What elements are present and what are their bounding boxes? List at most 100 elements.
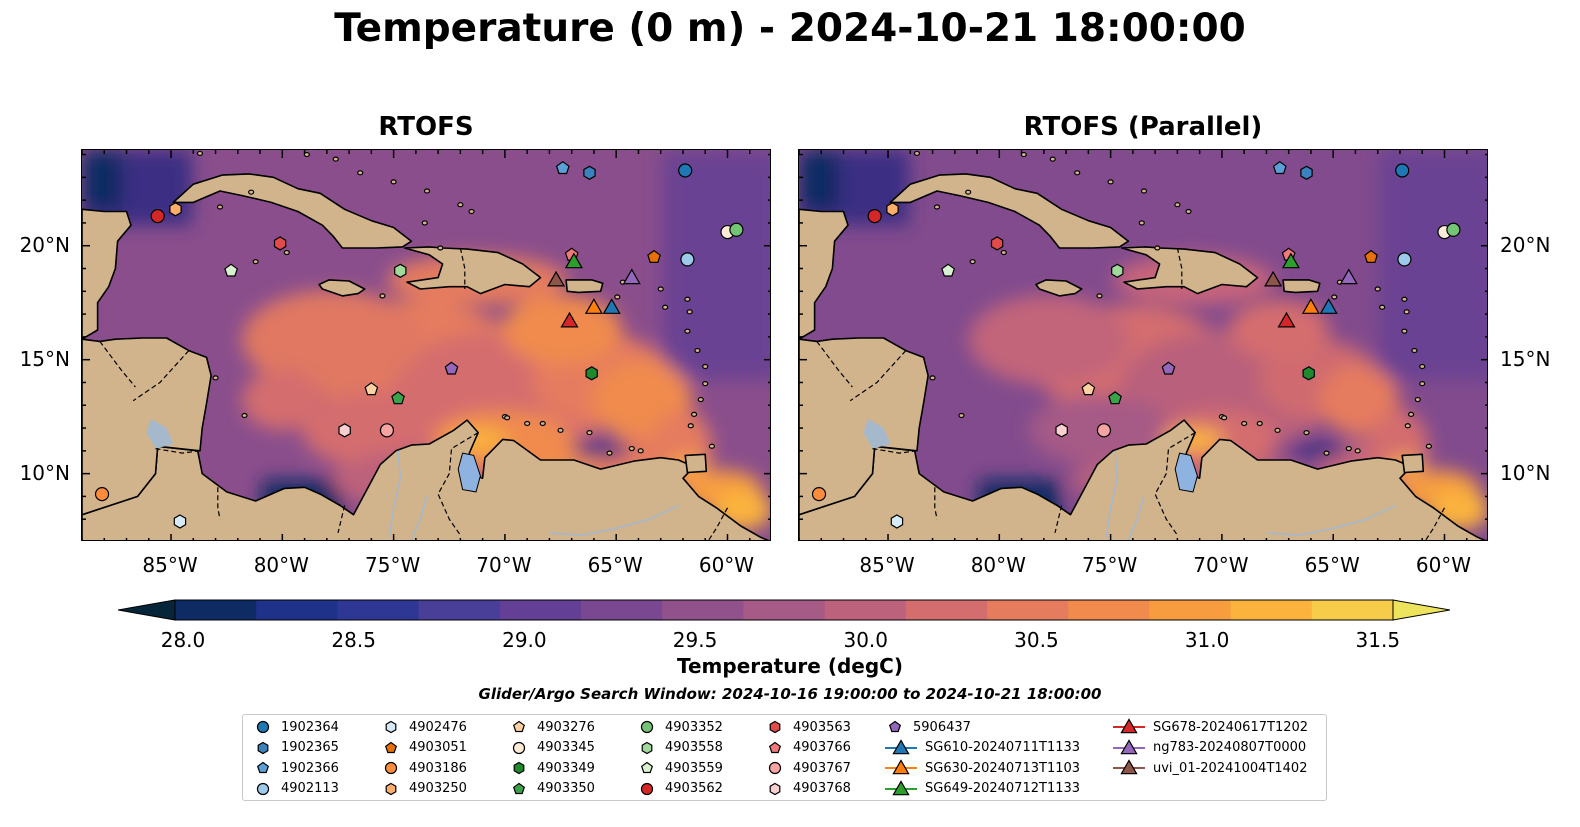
legend-item: 1902364 <box>253 717 339 737</box>
marker-4903352[interactable] <box>729 222 744 237</box>
land-puertoRico <box>1282 279 1321 294</box>
marker-4903767[interactable] <box>1096 423 1112 438</box>
country-border <box>132 350 190 402</box>
legend-label: 4903349 <box>537 760 595 776</box>
marker-1902366[interactable] <box>555 160 570 175</box>
marker-4903350[interactable] <box>1108 391 1122 405</box>
marker-SG610-20240711T1133[interactable] <box>1319 298 1338 314</box>
marker-4903250[interactable] <box>886 202 899 217</box>
lake-maracaibo <box>457 452 481 493</box>
map-svg-0 <box>82 150 770 540</box>
legend-label: 4902113 <box>281 781 339 796</box>
legend-label: SG610-20240711T1133 <box>925 740 1081 755</box>
marker-SG610-20240711T1133[interactable] <box>602 298 621 314</box>
marker-SG649-20240712T1133[interactable] <box>1281 252 1300 269</box>
country-border <box>217 487 221 520</box>
map-panel-left[interactable] <box>81 149 771 541</box>
marker-4903350[interactable] <box>391 391 405 405</box>
land-jamaica <box>318 279 366 297</box>
marker-uvi_01-20241004T1402[interactable] <box>1264 270 1283 287</box>
triangle-line-marker-icon <box>885 759 917 775</box>
map-panel-right[interactable] <box>798 149 1488 541</box>
marker-4903349[interactable] <box>585 366 598 381</box>
map-svg-1 <box>799 150 1487 540</box>
legend-label: 1902366 <box>281 760 339 776</box>
hexagon-marker-icon <box>769 720 781 734</box>
marker-4903767[interactable] <box>379 423 395 438</box>
marker-4903558[interactable] <box>1111 263 1124 278</box>
marker-SG630-20240713T1103[interactable] <box>584 298 603 314</box>
legend-item: uvi_01-20241004T1402 <box>1113 758 1307 778</box>
marker-SG678-20240617T1202[interactable] <box>1277 311 1296 328</box>
marker-4903562[interactable] <box>867 208 882 224</box>
triangle-line-marker-icon <box>1113 759 1145 775</box>
marker-4903558[interactable] <box>394 263 407 278</box>
marker-4903559[interactable] <box>941 263 956 277</box>
marker-ng783-20240807T0000[interactable] <box>622 268 641 285</box>
legend-item: 4903350 <box>509 779 595 799</box>
marker-uvi_01-20241004T1402[interactable] <box>547 270 566 287</box>
river <box>388 450 402 538</box>
colorbar-segment <box>337 600 420 620</box>
marker-5906437[interactable] <box>1161 361 1176 375</box>
marker-4903051[interactable] <box>647 249 661 264</box>
marker-4903186[interactable] <box>811 487 827 502</box>
legend-item: 4903352 <box>637 717 723 737</box>
legend-item: 4903250 <box>381 779 467 799</box>
marker-5906437[interactable] <box>444 361 459 375</box>
marker-4903563[interactable] <box>273 236 287 251</box>
marker-SG630-20240713T1103[interactable] <box>1301 298 1320 314</box>
lon-tick-label: 60°W <box>1415 553 1472 577</box>
marker-4903768[interactable] <box>338 423 351 438</box>
marker-4903563[interactable] <box>990 236 1004 251</box>
hexagon-marker-icon <box>513 761 525 775</box>
colorbar-tick-label: 30.5 <box>1014 628 1059 652</box>
marker-1902364[interactable] <box>1395 163 1410 178</box>
marker-4903768[interactable] <box>1055 423 1068 438</box>
marker-4903559[interactable] <box>224 263 239 277</box>
marker-4902476[interactable] <box>173 514 187 529</box>
marker-4903276[interactable] <box>1081 382 1096 396</box>
land-trinidad <box>684 453 708 474</box>
marker-1902365[interactable] <box>1300 165 1313 180</box>
legend-label: 4903352 <box>665 719 723 735</box>
marker-4903186[interactable] <box>94 487 110 502</box>
lat-tick-label: 10°N <box>19 460 70 485</box>
country-border <box>934 487 938 520</box>
land-centralAmerica <box>799 337 929 516</box>
marker-ng783-20240807T0000[interactable] <box>1339 268 1358 285</box>
marker-4903562[interactable] <box>150 208 165 224</box>
marker-4902113[interactable] <box>680 252 695 267</box>
legend-label: SG678-20240617T1202 <box>1153 719 1309 735</box>
circle-marker-icon <box>640 782 654 795</box>
circle-marker-icon <box>384 761 398 775</box>
land-hispaniola <box>403 246 542 295</box>
marker-4903276[interactable] <box>364 382 379 396</box>
marker-SG649-20240712T1133[interactable] <box>564 252 583 269</box>
marker-1902366[interactable] <box>1272 160 1287 175</box>
legend-item: 4903562 <box>637 779 723 799</box>
marker-4903250[interactable] <box>169 202 182 217</box>
river <box>1105 450 1119 538</box>
marker-4903051[interactable] <box>1364 249 1378 264</box>
river <box>1127 496 1145 540</box>
circle-marker-icon <box>256 720 270 734</box>
marker-1902365[interactable] <box>583 165 596 180</box>
legend-label: 4903276 <box>537 719 595 735</box>
pentagon-marker-icon <box>384 741 398 753</box>
legend-label: 4903563 <box>793 719 851 735</box>
lake-nicaragua <box>146 418 174 449</box>
marker-4903352[interactable] <box>1446 222 1461 237</box>
lon-tick-label: 80°W <box>970 553 1026 577</box>
marker-1902364[interactable] <box>678 163 693 178</box>
marker-4902113[interactable] <box>1397 252 1412 267</box>
legend-label: 4903558 <box>665 740 723 755</box>
marker-4903349[interactable] <box>1302 366 1315 381</box>
colorbar <box>117 598 1451 622</box>
country-border <box>155 448 201 454</box>
marker-4902476[interactable] <box>890 514 904 529</box>
marker-SG678-20240617T1202[interactable] <box>560 311 579 328</box>
pentagon-marker-icon <box>768 741 782 753</box>
land-hispaniola <box>1120 246 1259 295</box>
land-trinidad <box>1401 453 1425 474</box>
